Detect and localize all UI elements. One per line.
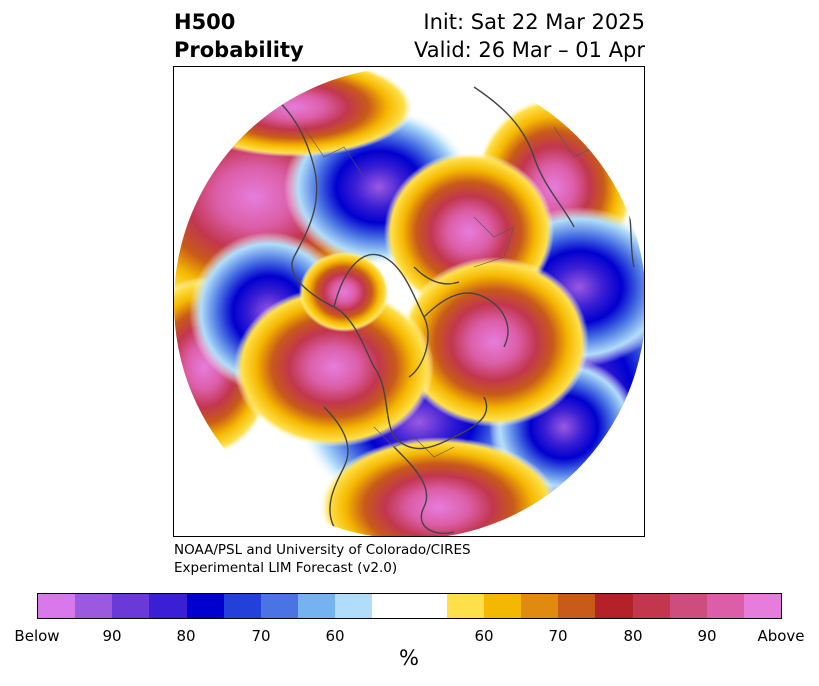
- coastlines: [243, 76, 635, 534]
- colorbar-segment: [409, 594, 447, 618]
- colorbar-segment: [112, 594, 150, 618]
- northeast-pacific-high: [234, 287, 434, 447]
- colorbar-segment: [223, 594, 261, 618]
- colorbar-tick-label: Above: [757, 627, 805, 645]
- colorbar-segment: [38, 594, 76, 618]
- colorbar-segment: [743, 594, 782, 618]
- colorbar-tick-label: 70: [251, 627, 271, 645]
- colorbar-tick-label: 90: [697, 627, 717, 645]
- colorbar-segment: [372, 594, 410, 618]
- colorbar-segment: [149, 594, 187, 618]
- init-date: Init: Sat 22 Mar 2025: [423, 10, 645, 34]
- borders: [303, 126, 615, 458]
- colorbar-segment: [632, 594, 670, 618]
- colorbar-tick-label: 60: [325, 627, 345, 645]
- colorbar-segment: [446, 594, 484, 618]
- map-title: H500 Probability: [174, 10, 304, 62]
- colorbar-tick-label: 80: [176, 627, 196, 645]
- colorbar-tick-label: 70: [548, 627, 568, 645]
- colorbar-segment: [595, 594, 633, 618]
- colorbar-segment: [521, 594, 559, 618]
- anomaly-field: [174, 67, 644, 536]
- credit-line-2: Experimental LIM Forecast (v2.0): [174, 560, 398, 576]
- probability-map: [173, 66, 645, 537]
- colorbar-segment: [335, 594, 373, 618]
- colorbar-segment: [260, 594, 299, 618]
- polar-map-svg: [174, 67, 644, 536]
- credit-text: NOAA/PSL and University of Colorado/CIRE…: [174, 541, 471, 577]
- forecast-dates: Init: Sat 22 Mar 2025 Valid: 26 Mar – 01…: [414, 8, 645, 64]
- colorbar-segment: [706, 594, 744, 618]
- colorbar-tick-label: 90: [102, 627, 122, 645]
- central-high: [299, 252, 389, 332]
- colorbar-segment: [669, 594, 707, 618]
- colorbar-segment: [75, 594, 113, 618]
- colorbar-unit: %: [399, 646, 419, 670]
- colorbar-segment: [298, 594, 336, 618]
- atlantic-high: [319, 437, 559, 536]
- colorbar-segment: [558, 594, 596, 618]
- colorbar-tick-label: Below: [14, 627, 60, 645]
- colorbar-segment: [483, 594, 522, 618]
- colorbar-tick-label: 60: [474, 627, 494, 645]
- valid-range: Valid: 26 Mar – 01 Apr: [414, 38, 645, 62]
- colorbar: [37, 593, 782, 619]
- credit-line-1: NOAA/PSL and University of Colorado/CIRE…: [174, 542, 471, 558]
- colorbar-segment: [186, 594, 224, 618]
- colorbar-tick-label: 80: [623, 627, 643, 645]
